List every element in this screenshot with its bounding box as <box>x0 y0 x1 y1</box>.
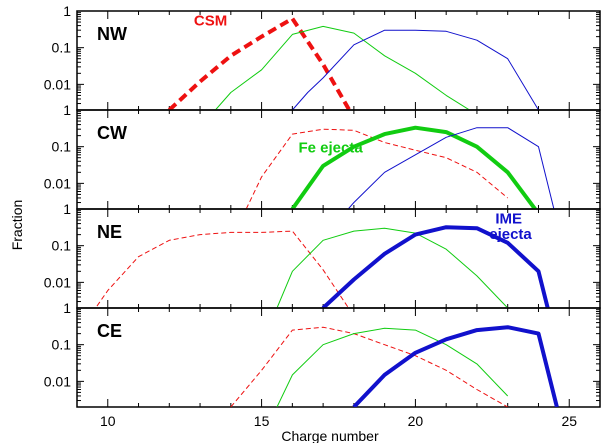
series-ime-line <box>347 127 555 209</box>
series-csm-line <box>94 230 350 308</box>
series-ime-line <box>292 29 539 110</box>
series-csm-line <box>167 16 352 110</box>
series-ime-line <box>321 225 550 308</box>
panel-label: CW <box>97 123 127 143</box>
series-annotation: ejecta <box>489 226 532 243</box>
series-fe-line <box>276 327 509 407</box>
panel-label: CE <box>97 321 122 341</box>
y-tick-label: 0.1 <box>52 40 72 56</box>
x-axis-title: Charge number <box>281 428 379 443</box>
y-tick-label: 1 <box>63 201 71 217</box>
y-tick-label: 1 <box>63 300 71 316</box>
panel-cw: 1 0.1 0.01 CW Fe ejecta <box>44 102 601 210</box>
x-tick-label: 15 <box>254 413 270 429</box>
y-tick-label: 0.01 <box>44 274 71 290</box>
series-annotation: CSM <box>194 13 227 30</box>
panel-label: NW <box>97 24 127 44</box>
y-tick-label: 1 <box>63 3 71 19</box>
y-tick-label: 0.01 <box>44 373 71 389</box>
panel-label: NE <box>97 222 122 242</box>
y-tick-label: 0.1 <box>52 337 72 353</box>
panel-frame <box>76 307 601 408</box>
series-annotation: IME <box>495 211 522 228</box>
y-tick-label: 0.1 <box>52 139 72 155</box>
x-tick-label: 10 <box>100 413 116 429</box>
y-axis-title: Fraction <box>9 200 25 251</box>
series-fe-line <box>215 25 471 110</box>
y-tick-label: 0.01 <box>44 76 71 92</box>
y-tick-label: 1 <box>63 102 71 118</box>
x-tick-label: 20 <box>408 413 424 429</box>
y-tick-label: 0.01 <box>44 175 71 191</box>
y-tick-label: 0.1 <box>52 238 72 254</box>
series-fe-line <box>290 125 538 209</box>
series-csm-line <box>230 326 508 407</box>
panel-nw: 1 0.1 0.01 NW CSM <box>44 3 601 111</box>
x-axis-ticks: 10 15 20 25 <box>100 413 577 429</box>
series-ime-line <box>352 325 559 407</box>
x-tick-label: 25 <box>561 413 577 429</box>
panel-ce: 1 0.1 0.01 CE <box>44 300 601 408</box>
series-fe-line <box>276 227 509 308</box>
series-annotation: Fe ejecta <box>299 139 364 156</box>
